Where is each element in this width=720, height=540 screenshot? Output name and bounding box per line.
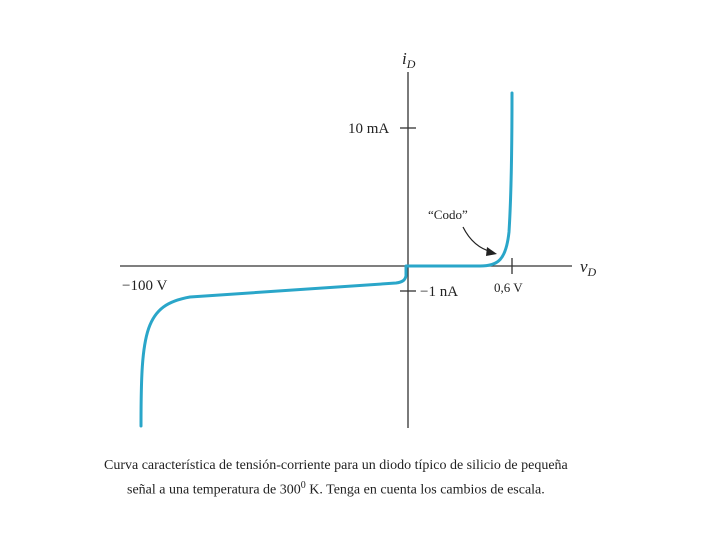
label-minus1nA: −1 nA [420, 284, 458, 300]
caption-line-2-end: K. Tenga en cuenta los cambios de escala… [305, 482, 545, 498]
x-axis-label: vD [580, 257, 597, 279]
label-10mA: 10 mA [348, 121, 389, 137]
diode-iv-diagram: iD vD 10 mA −100 V −1 nA 0,6 V “Codo” [120, 49, 597, 428]
label-06V: 0,6 V [494, 280, 523, 295]
caption-superscript: 0 [300, 480, 306, 491]
label-minus100V: −100 V [122, 278, 167, 294]
caption-line-2-start: señal a una temperatura de 300 [127, 482, 301, 498]
figure-caption: Curva característica de tensión-corrient… [104, 456, 664, 501]
iv-curve [139, 91, 514, 428]
label-knee: “Codo” [428, 207, 468, 222]
knee-arrow-head [486, 247, 497, 256]
caption-line-1: Curva característica de tensión-corrient… [104, 458, 568, 473]
y-axis-label: iD [402, 49, 416, 71]
caption-line-2: señal a una temperatura de 3000 K. Tenga… [104, 476, 664, 501]
